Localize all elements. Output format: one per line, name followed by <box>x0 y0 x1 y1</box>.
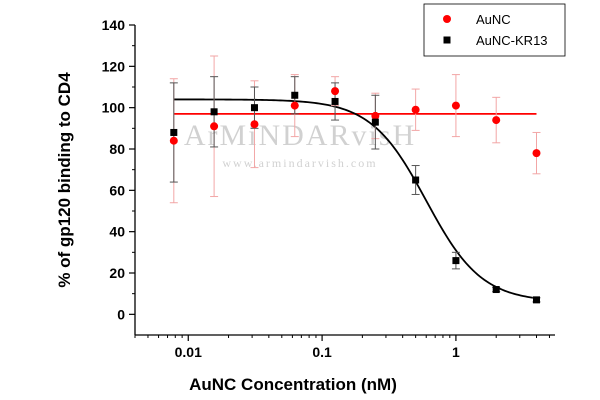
data-point-aunc <box>411 105 420 114</box>
y-tick-label: 0 <box>117 306 125 322</box>
y-tick-label: 20 <box>109 265 125 281</box>
y-tick-label: 140 <box>102 17 126 33</box>
legend-box <box>423 3 566 57</box>
watermark-logo: ArMiNDARvisH <box>184 119 416 152</box>
legend-label: AuNC <box>476 12 511 27</box>
data-point-aunc-kr13 <box>492 286 500 294</box>
data-point-aunc <box>451 101 460 110</box>
y-tick-label: 40 <box>109 224 125 240</box>
y-axis-title: % of gp120 binding to CD4 <box>55 72 74 288</box>
data-point-aunc-kr13 <box>331 97 339 105</box>
y-tick-label: 100 <box>102 100 126 116</box>
plot-area <box>169 55 541 304</box>
y-tick-label: 80 <box>109 141 125 157</box>
data-point-aunc <box>331 87 340 96</box>
x-tick-label: 0.1 <box>312 344 332 360</box>
data-point-aunc <box>169 136 178 145</box>
data-point-aunc-kr13 <box>250 104 258 112</box>
legend-label: AuNC-KR13 <box>476 33 548 48</box>
x-tick-label: 1 <box>452 344 460 360</box>
x-axis-title: AuNC Concentration (nM) <box>189 375 397 394</box>
fit-curve-aunc-kr13 <box>173 98 537 300</box>
data-point-aunc-kr13 <box>291 91 299 99</box>
axes: 0 20 40 60 80 100 120 140 0.01 0.1 1 <box>102 17 555 360</box>
y-tick-label: 60 <box>109 182 125 198</box>
data-point-aunc-kr13 <box>412 176 420 184</box>
data-point-aunc <box>371 111 380 120</box>
watermark-url: www.armindarvish.com <box>222 156 377 170</box>
watermark: ArMiNDARvisH www.armindarvish.com <box>184 119 416 170</box>
data-point-aunc <box>250 120 259 129</box>
legend-marker-aunc <box>443 15 451 23</box>
data-point-aunc <box>210 122 219 131</box>
x-tick-label: 0.01 <box>175 344 202 360</box>
legend-marker-aunc-kr13 <box>443 36 451 44</box>
data-point-aunc-kr13 <box>452 257 460 265</box>
legend: AuNC AuNC-KR13 <box>423 3 566 57</box>
data-point-aunc-kr13 <box>371 118 379 126</box>
data-point-aunc <box>532 149 541 158</box>
y-tick-label: 120 <box>102 58 126 74</box>
data-point-aunc-kr13 <box>210 108 218 116</box>
data-point-aunc-kr13 <box>532 296 540 304</box>
data-point-aunc-kr13 <box>170 128 178 136</box>
data-point-aunc <box>290 101 299 110</box>
data-point-aunc <box>492 116 501 125</box>
